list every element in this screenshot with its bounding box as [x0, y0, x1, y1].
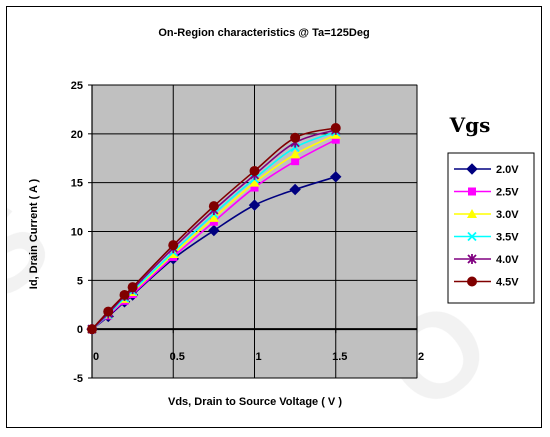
legend-marker: [468, 187, 476, 196]
legend-entry: 4.0V: [454, 254, 519, 266]
x-tick-label: 1.5: [332, 351, 347, 363]
data-point: [127, 282, 138, 293]
y-tick-label: 20: [71, 129, 83, 141]
x-tick-label: 0: [93, 351, 99, 363]
svg-text:S: S: [7, 173, 75, 327]
x-tick-label: 0.5: [170, 351, 185, 363]
data-point: [330, 171, 342, 183]
legend-label: 3.0V: [496, 209, 519, 221]
legend-label: 2.0V: [496, 164, 519, 176]
legend-title: Vgs: [449, 113, 491, 137]
legend-label: 3.5V: [496, 232, 519, 244]
y-axis-title: Id, Drain Current ( A ): [28, 178, 40, 289]
data-point: [87, 324, 97, 335]
legend-entry: 2.5V: [454, 187, 519, 199]
x-axis-title: Vds, Drain to Source Voltage ( V ): [168, 396, 342, 408]
y-tick-label: 15: [71, 178, 83, 190]
legend-entry: 3.5V: [454, 232, 519, 244]
y-tick-label: -5: [73, 373, 83, 385]
y-tick-labels: -5 0 5 10 15 20 25: [71, 80, 83, 385]
data-point: [119, 289, 130, 300]
data-point: [208, 212, 219, 222]
data-point: [290, 132, 301, 143]
legend-entry: 2.0V: [454, 163, 519, 176]
series-4.5V: [87, 122, 341, 335]
chart-frame: S O On-Region characteristics @ Ta=125De…: [6, 6, 542, 429]
data-point: [168, 240, 179, 251]
data-point: [103, 306, 114, 317]
data-point: [291, 157, 300, 166]
data-point: [249, 165, 260, 176]
x-tick-label: 2: [418, 351, 424, 363]
data-point: [250, 183, 259, 192]
legend-marker: [467, 276, 477, 287]
legend-entry: 4.5V: [454, 276, 519, 289]
y-tick-label: 25: [71, 80, 83, 92]
legend: 2.0V 2.5V 3.0V 3.5V 4.0V 4.5V: [454, 163, 519, 289]
data-point: [290, 149, 301, 159]
data-point: [248, 199, 261, 211]
legend-marker: [467, 231, 477, 242]
x-tick-label: 1: [255, 351, 261, 363]
data-point: [249, 177, 260, 187]
legend-entry: 3.0V: [454, 209, 519, 221]
series-group: [86, 122, 342, 335]
data-point: [208, 201, 219, 212]
legend-label: 2.5V: [496, 187, 519, 199]
y-tick-label: 0: [77, 324, 83, 336]
legend-marker: [467, 209, 477, 218]
chart: S O On-Region characteristics @ Ta=125De…: [7, 27, 535, 429]
data-point: [330, 122, 341, 133]
x-tick-labels: 0 0.5 1 1.5 2: [93, 351, 424, 363]
y-tick-label: 5: [77, 275, 83, 287]
y-tick-label: 10: [71, 227, 83, 239]
data-point: [331, 135, 340, 144]
legend-marker: [466, 163, 478, 175]
data-point: [289, 183, 301, 196]
legend-label: 4.5V: [496, 277, 519, 289]
legend-marker: [467, 254, 477, 264]
legend-box: [447, 152, 535, 304]
data-point: [208, 224, 220, 237]
chart-title: On-Region characteristics @ Ta=125Deg: [158, 27, 369, 39]
legend-label: 4.0V: [496, 254, 519, 266]
axes: [88, 84, 418, 379]
